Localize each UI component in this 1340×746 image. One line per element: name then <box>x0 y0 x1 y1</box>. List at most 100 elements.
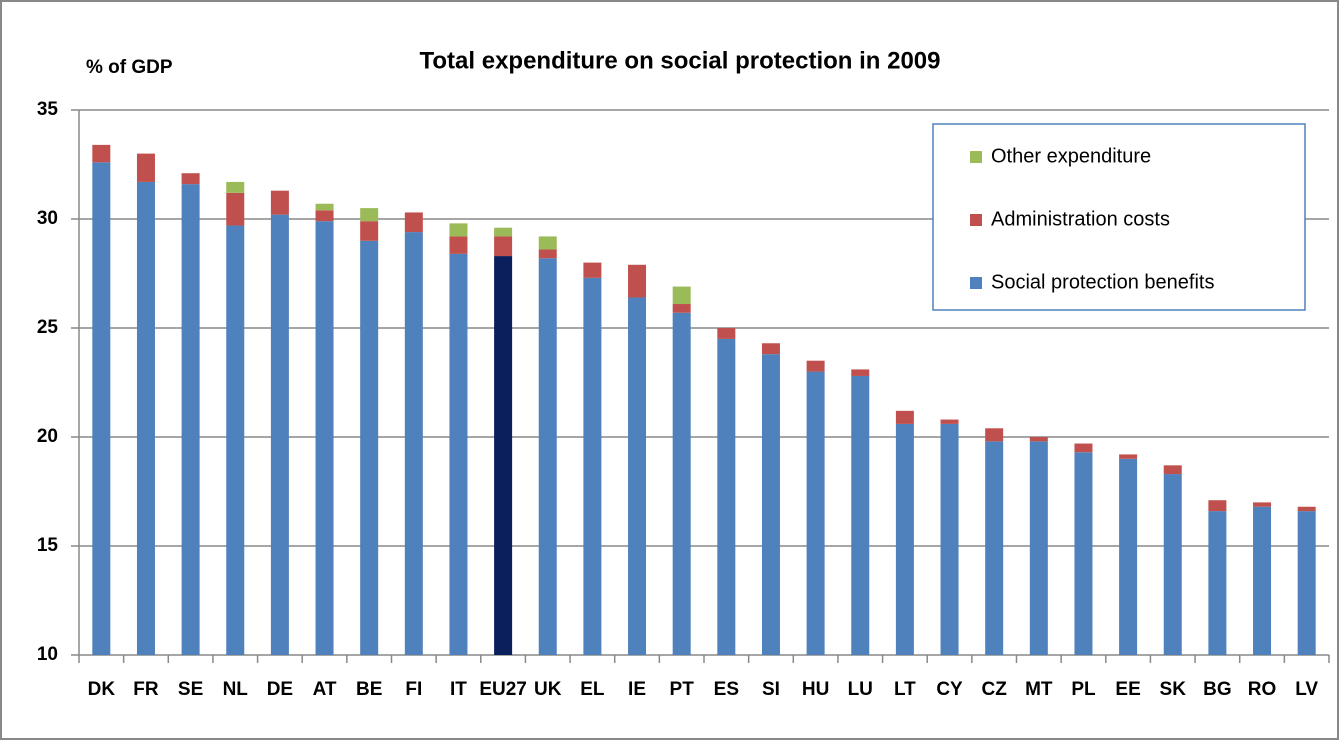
bar-segment <box>1119 458 1138 655</box>
x-tick-label: SI <box>762 679 780 700</box>
x-tick-label: BG <box>1203 679 1232 700</box>
bar-segment <box>494 236 513 257</box>
legend-label: Other expenditure <box>991 145 1151 167</box>
legend-swatch <box>970 151 982 163</box>
bar-segment <box>226 181 245 193</box>
bar-segment <box>136 153 155 182</box>
x-tick-label: SE <box>178 679 203 700</box>
bar-segment <box>1163 474 1182 655</box>
chart-title: Total expenditure on social protection i… <box>420 47 941 74</box>
bar-segment <box>1029 441 1048 655</box>
bar-segment <box>806 371 825 655</box>
x-tick-label: NL <box>223 679 249 700</box>
bar-segment <box>360 240 379 656</box>
bar-segment <box>360 208 379 222</box>
x-tick-label: ES <box>714 679 739 700</box>
bar-segment <box>181 184 200 655</box>
bar-segment <box>449 223 468 237</box>
x-tick-label: EU27 <box>479 679 527 700</box>
bar-segment <box>1297 511 1316 655</box>
bar-segment <box>717 338 736 655</box>
bar-segment <box>628 297 647 655</box>
bar-segment <box>360 221 379 241</box>
bar-segment <box>672 304 691 313</box>
x-tick-label: EL <box>580 679 605 700</box>
bar-segment <box>895 410 914 424</box>
bar-segment <box>315 221 334 655</box>
bar-segment <box>315 203 334 211</box>
bar-segment <box>583 277 602 655</box>
bar-segment <box>404 212 423 233</box>
bar-segment <box>985 428 1004 442</box>
x-tick-label: FR <box>133 679 159 700</box>
bar-segment <box>806 360 825 372</box>
bar-segment <box>761 354 780 655</box>
bar-segment <box>851 375 870 655</box>
x-tick-label: AT <box>313 679 337 700</box>
x-tick-label: PL <box>1071 679 1096 700</box>
bar-segment <box>538 249 557 259</box>
x-tick-label: IT <box>450 679 467 700</box>
bar-segment <box>538 258 557 655</box>
legend-swatch <box>970 214 982 226</box>
x-tick-label: FI <box>405 679 422 700</box>
x-tick-label: IE <box>628 679 646 700</box>
bar-segment <box>449 236 468 254</box>
legend-label: Administration costs <box>991 208 1170 230</box>
bar-segment <box>1119 454 1138 459</box>
x-tick-label: PT <box>670 679 695 700</box>
x-tick-label: DE <box>267 679 293 700</box>
y-tick-label: 15 <box>37 535 59 556</box>
bar-segment <box>538 236 557 250</box>
bar-segment <box>717 328 736 339</box>
bar-segment <box>583 262 602 278</box>
bar-segment <box>181 173 200 185</box>
x-tick-label: CY <box>936 679 963 700</box>
bar-segment <box>1208 500 1227 512</box>
x-tick-label: DK <box>88 679 116 700</box>
bar-segment <box>761 343 780 355</box>
bar-segment <box>1074 452 1093 655</box>
bar-segment <box>136 181 155 655</box>
bar-segment <box>315 210 334 222</box>
bar-segment <box>494 256 513 655</box>
bar-segment <box>270 190 289 215</box>
bar-segment <box>1029 437 1048 442</box>
x-tick-label: BE <box>356 679 382 700</box>
bar-segment <box>1297 506 1316 512</box>
bar-segment <box>449 253 468 655</box>
x-tick-label: MT <box>1025 679 1053 700</box>
bar-segment <box>494 227 513 237</box>
bar-segment <box>628 264 647 298</box>
bar-segment <box>1253 506 1272 655</box>
bar-segment <box>672 286 691 305</box>
bar-segment <box>1163 465 1182 475</box>
bar-segment <box>226 225 245 656</box>
y-tick-label: 20 <box>37 426 58 447</box>
bar-segment <box>92 162 111 655</box>
bar-segment <box>672 312 691 655</box>
bar-segment <box>851 369 870 376</box>
bar-segment <box>270 214 289 655</box>
y-tick-label: 35 <box>37 99 59 120</box>
bar-segment <box>1208 511 1227 655</box>
x-tick-label: SK <box>1160 679 1187 700</box>
x-tick-label: LT <box>894 679 916 700</box>
bar-segment <box>1074 443 1093 453</box>
x-tick-label: CZ <box>982 679 1008 700</box>
y-tick-label: 25 <box>37 317 59 338</box>
y-tick-label: 10 <box>37 644 58 665</box>
y-axis-label: % of GDP <box>86 57 173 78</box>
x-tick-label: UK <box>534 679 562 700</box>
x-tick-label: RO <box>1248 679 1277 700</box>
x-tick-label: LU <box>848 679 873 700</box>
legend-label: Social protection benefits <box>991 271 1214 293</box>
bar-segment <box>940 419 959 424</box>
legend-swatch <box>970 277 982 289</box>
bar-segment <box>404 232 423 655</box>
bar-segment <box>226 192 245 226</box>
bar-segment <box>1253 502 1272 507</box>
bar-segment <box>940 423 959 655</box>
